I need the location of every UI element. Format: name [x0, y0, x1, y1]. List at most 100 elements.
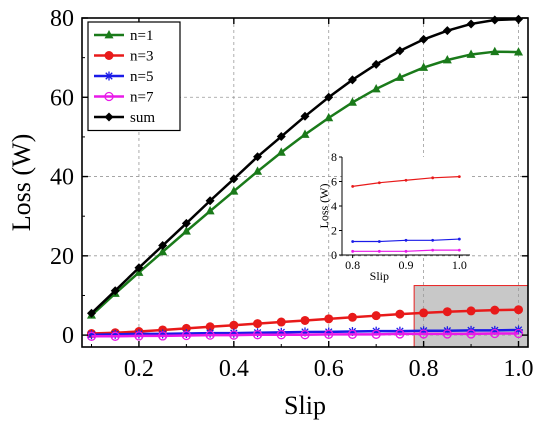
x-tick-label: 1.0 — [504, 356, 534, 382]
data-point — [490, 328, 500, 339]
data-point — [514, 305, 524, 315]
data-point — [395, 72, 405, 81]
inset-chart: 0 2 4 6 8 0.8 0.9 1.0 Slip Loss (W) — [317, 150, 470, 283]
data-point — [276, 147, 286, 156]
legend-item: n=5 — [94, 69, 153, 85]
inset-data-point — [404, 238, 408, 242]
data-point — [371, 83, 381, 93]
data-point — [300, 129, 310, 138]
data-point — [205, 330, 215, 340]
data-point — [110, 286, 120, 296]
data-point — [86, 308, 96, 318]
inset-x-tick-label: 0.9 — [399, 258, 414, 272]
data-point — [395, 46, 405, 56]
data-point — [324, 329, 334, 339]
legend-marker — [104, 112, 114, 122]
data-point — [514, 47, 524, 56]
data-point — [419, 62, 429, 71]
y-tick-label: 20 — [50, 244, 74, 270]
inset-x-tick-label: 1.0 — [452, 258, 467, 272]
data-point — [347, 312, 357, 322]
y-tick-label: 60 — [50, 85, 74, 111]
data-point — [395, 329, 405, 339]
data-point — [134, 263, 144, 273]
data-point — [419, 308, 429, 318]
inset-series-n-5 — [351, 237, 461, 243]
inset-data-point — [431, 248, 435, 252]
data-point — [466, 329, 476, 339]
legend: n=1 n=3 n=5 n=7 sum — [87, 21, 181, 132]
x-tick-label: 0.8 — [409, 356, 439, 382]
legend-label: sum — [130, 110, 155, 126]
inset-background — [342, 157, 470, 255]
data-point — [158, 331, 168, 341]
inset-data-point — [404, 249, 408, 253]
plot-frame — [81, 17, 529, 348]
data-point — [253, 319, 263, 329]
data-point — [276, 330, 286, 340]
inset-data-point — [431, 176, 435, 180]
data-point — [324, 92, 334, 102]
data-point — [442, 307, 452, 317]
inset-y-tick-label: 8 — [331, 150, 337, 164]
legend-item: sum — [94, 110, 155, 126]
data-point — [324, 112, 334, 122]
data-point — [371, 59, 381, 69]
data-point — [276, 132, 286, 142]
highlight-region — [413, 285, 529, 348]
inset-data-point — [457, 237, 461, 241]
data-point — [229, 186, 239, 195]
y-tick-label: 40 — [50, 165, 74, 191]
inset-x-axis-title: Slip — [370, 269, 389, 283]
inset-y-tick-label: 0 — [331, 248, 337, 262]
data-point — [158, 241, 168, 251]
inset-data-point — [377, 240, 381, 243]
x-tick-label: 0.2 — [124, 356, 154, 382]
legend-marker — [104, 51, 114, 60]
y-axis-title: Loss (W) — [7, 134, 36, 231]
y-tick-label: 0 — [62, 323, 74, 349]
data-point — [371, 329, 381, 339]
data-point — [466, 19, 476, 29]
data-point — [347, 97, 357, 106]
data-point — [158, 246, 168, 256]
data-point — [253, 166, 263, 175]
data-point — [513, 328, 524, 339]
inset-y-tick-label: 6 — [331, 175, 337, 189]
data-point — [466, 306, 476, 316]
data-point — [466, 49, 476, 58]
data-point — [181, 330, 192, 341]
data-point — [300, 315, 310, 325]
inset-data-point — [404, 178, 408, 182]
data-point — [300, 111, 310, 121]
data-point — [252, 330, 263, 340]
inset-data-point — [457, 175, 461, 179]
data-point — [205, 206, 215, 215]
data-point — [490, 305, 500, 315]
x-tick-label: 0.6 — [314, 356, 344, 382]
series-n-7 — [86, 328, 524, 341]
data-point — [181, 218, 191, 228]
legend-label: n=1 — [130, 28, 153, 44]
inset-data-point — [431, 238, 435, 242]
inset-y-tick-label: 4 — [331, 199, 337, 213]
inset-series-n-7 — [351, 248, 461, 253]
series-line — [91, 332, 519, 338]
data-point — [276, 317, 286, 327]
data-point — [324, 314, 334, 324]
inset-data-point — [351, 185, 355, 188]
data-point — [490, 46, 500, 56]
legend-marker — [104, 91, 114, 102]
series-sum — [86, 14, 524, 318]
x-tick-label: 0.4 — [219, 356, 249, 382]
inset-data-point — [351, 240, 355, 243]
data-point — [371, 311, 381, 321]
data-point — [229, 320, 239, 330]
data-point — [442, 55, 452, 64]
data-point — [395, 309, 405, 319]
inset-y-tick-label: 2 — [331, 224, 337, 238]
data-point — [490, 15, 500, 25]
data-point — [347, 329, 358, 339]
x-axis-title: Slip — [284, 391, 326, 420]
